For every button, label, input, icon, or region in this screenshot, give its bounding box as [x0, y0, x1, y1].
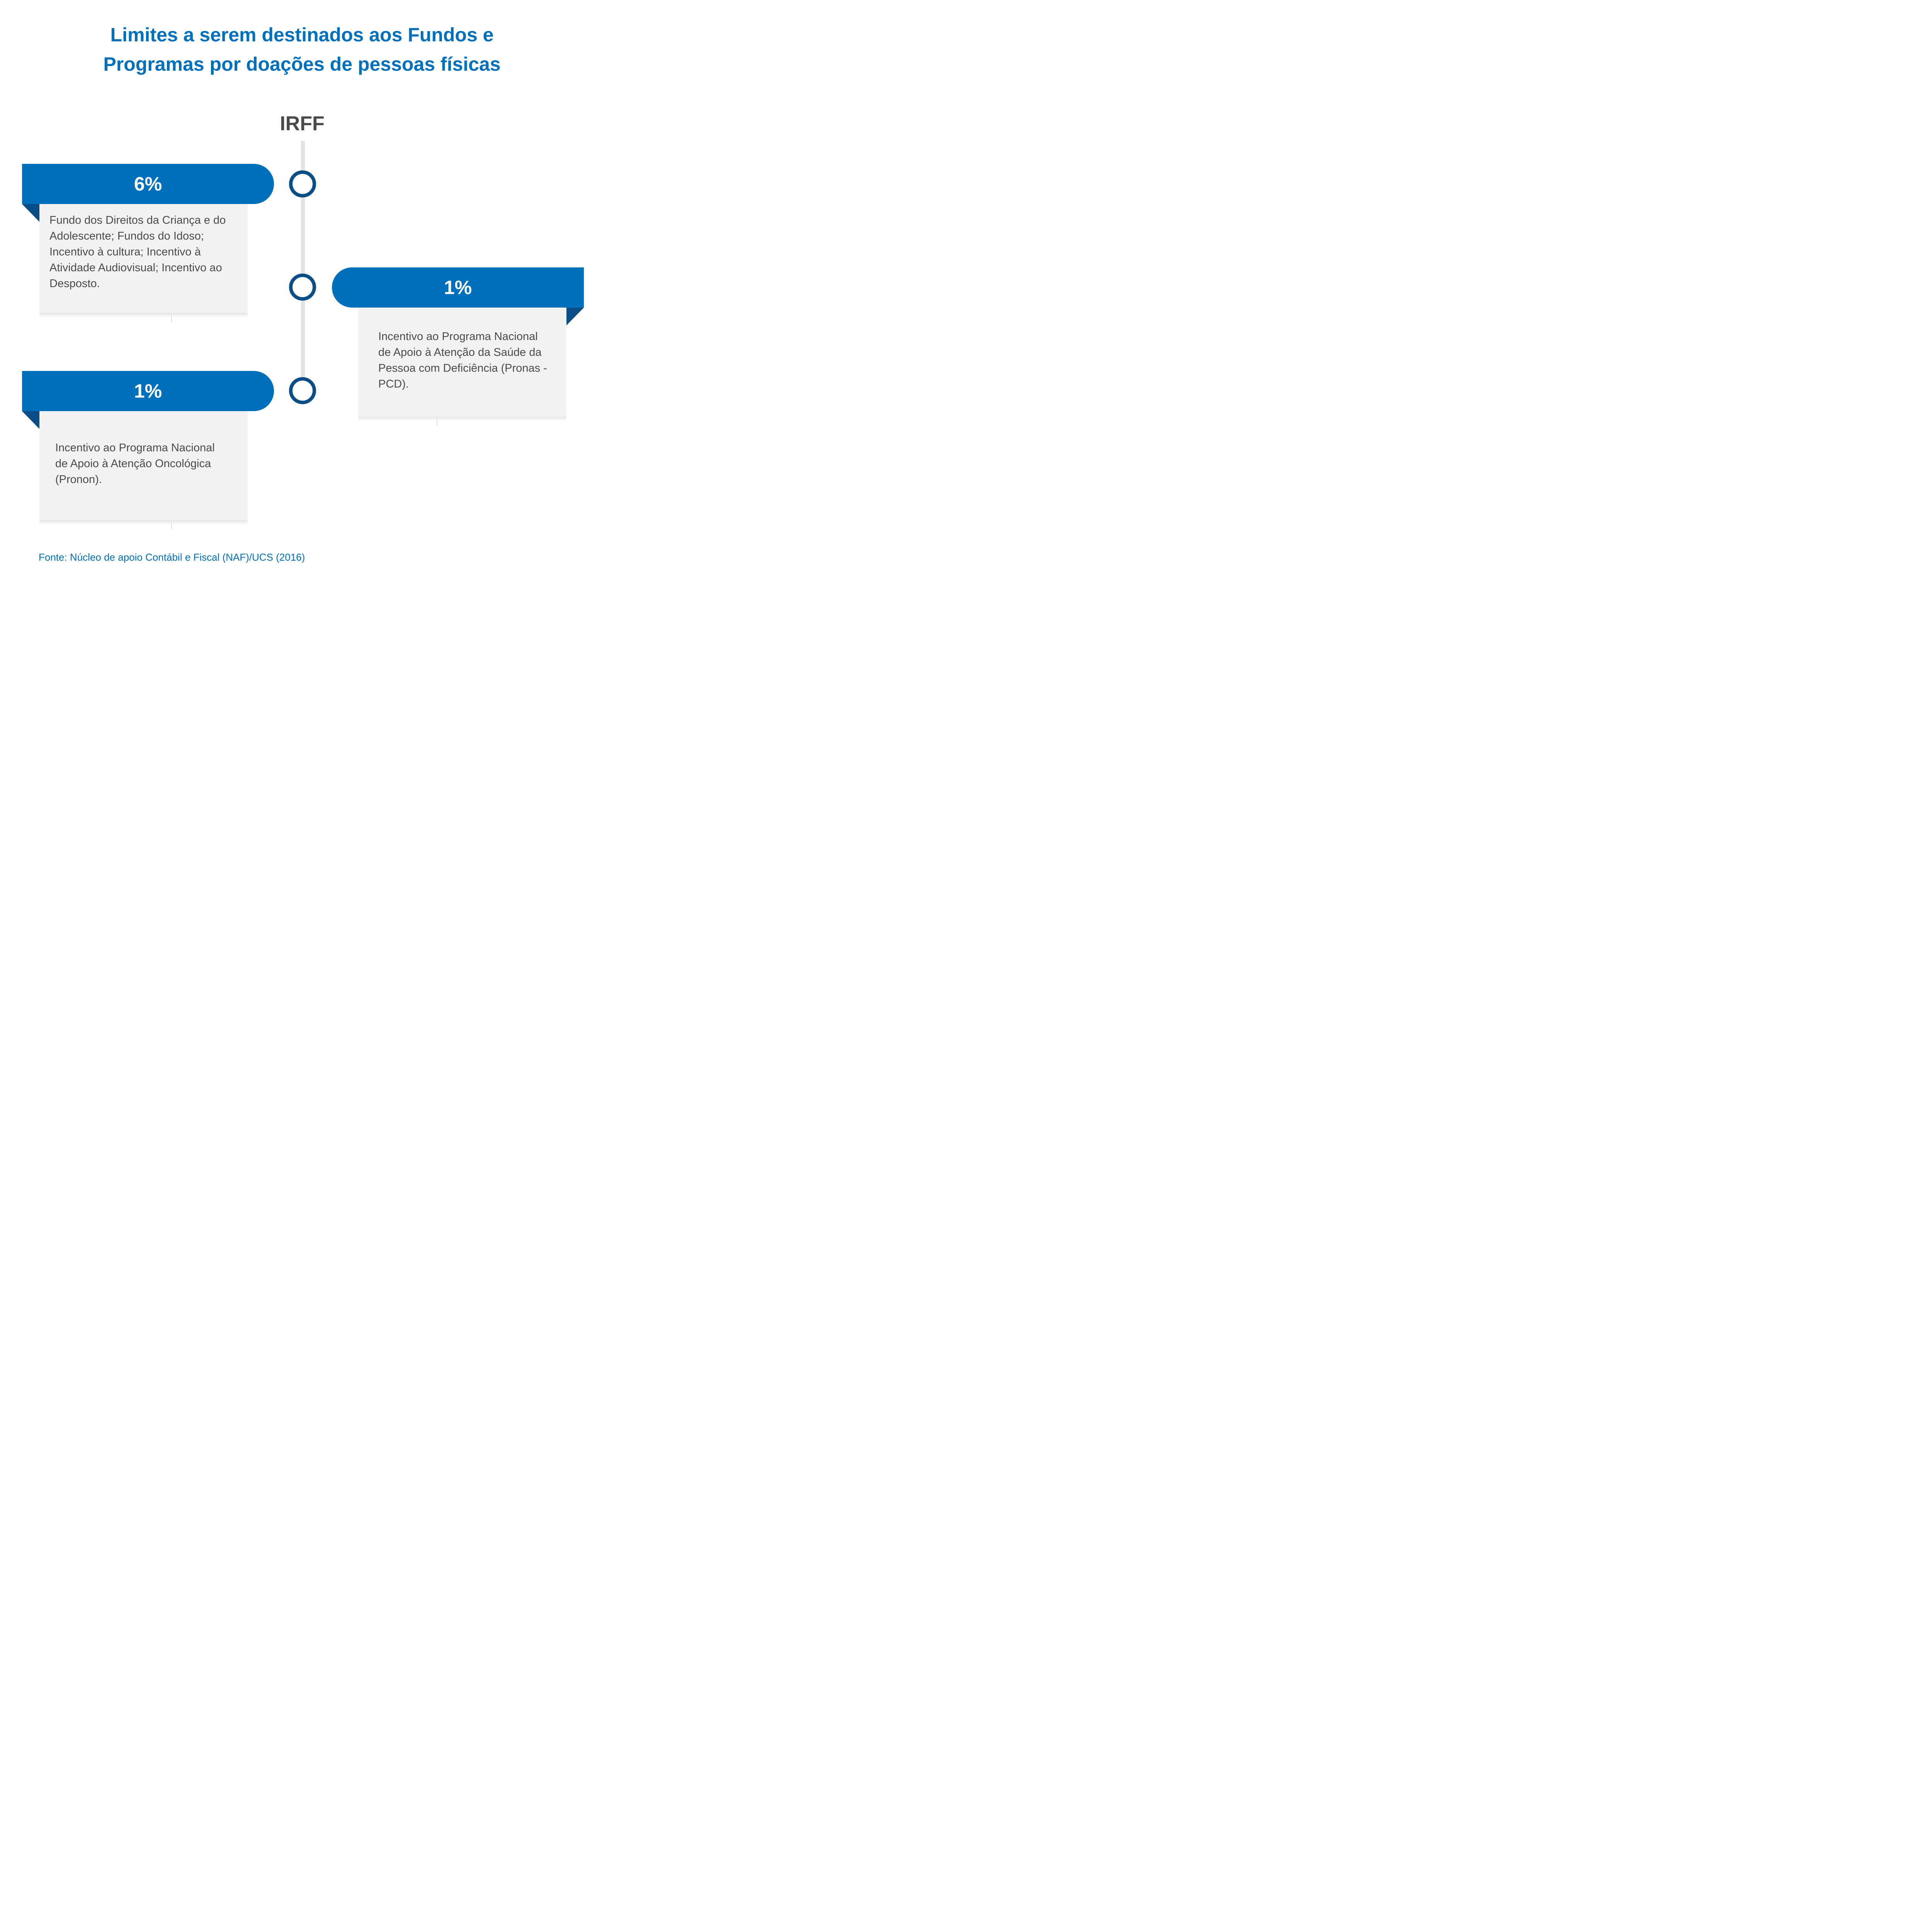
item-1-card	[39, 204, 248, 313]
item-2-fold	[566, 308, 584, 325]
item-1-card-tick	[171, 314, 172, 322]
timeline-line	[301, 141, 305, 396]
item-3-card-shadow	[39, 520, 248, 525]
timeline-node-1	[289, 170, 316, 197]
title-line-2: Programas por doações de pessoas físicas	[103, 53, 501, 75]
item-2-percent-band: 1%	[332, 267, 584, 308]
item-1-fold	[22, 204, 39, 222]
source-note: Fonte: Núcleo de apoio Contábil e Fiscal…	[39, 551, 305, 563]
item-2-card-shadow	[358, 417, 566, 421]
timeline-node-3	[289, 377, 316, 404]
timeline-node-2	[289, 274, 316, 301]
item-3-description: Incentivo ao Programa Nacional de Apoio …	[55, 442, 215, 486]
item-1-description: Fundo dos Direitos da Criança e do Adole…	[49, 214, 226, 290]
item-1-percent: 6%	[134, 173, 162, 195]
item-3-percent-band: 1%	[22, 371, 274, 411]
item-2-card	[358, 308, 566, 417]
page-title: Limites a serem destinados aos Fundos e …	[0, 20, 604, 79]
item-2-percent: 1%	[444, 277, 472, 298]
item-3-card-tick	[171, 521, 172, 529]
item-2-description: Incentivo ao Programa Nacional de Apoio …	[378, 330, 547, 390]
timeline-heading: IRFF	[280, 112, 325, 135]
item-1-percent-band: 6%	[22, 164, 274, 204]
item-1-card-shadow	[39, 313, 248, 318]
item-3-card	[39, 411, 248, 520]
item-3-percent: 1%	[134, 380, 162, 402]
item-3-fold	[22, 411, 39, 429]
title-line-1: Limites a serem destinados aos Fundos e	[110, 24, 494, 46]
